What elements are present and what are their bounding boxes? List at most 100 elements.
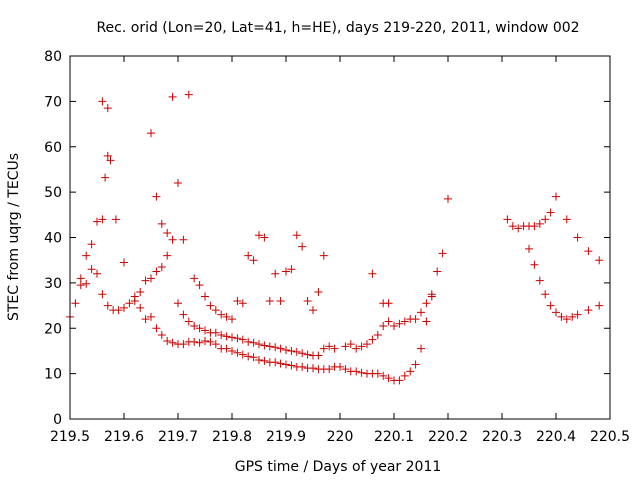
y-tick-label: 0	[53, 412, 62, 428]
data-point	[152, 192, 161, 201]
data-point	[238, 299, 247, 308]
data-point	[195, 338, 204, 347]
data-point	[255, 231, 263, 240]
data-point	[357, 342, 366, 351]
data-point	[287, 265, 296, 274]
data-point	[595, 256, 604, 265]
data-point	[282, 267, 290, 276]
data-point	[298, 349, 307, 358]
x-tick-label: 220.5	[590, 429, 630, 445]
data-point	[82, 279, 91, 288]
data-point	[87, 240, 96, 249]
data-point	[260, 233, 269, 242]
y-tick-label: 40	[44, 231, 62, 247]
data-point	[147, 274, 155, 283]
data-point	[76, 274, 85, 283]
data-point	[174, 299, 182, 308]
y-axis-label: STEC from uqrg / TECUs	[6, 153, 22, 321]
data-point	[211, 306, 220, 315]
data-point	[271, 358, 280, 367]
data-point	[201, 336, 209, 345]
data-point	[535, 219, 544, 228]
data-point	[222, 312, 231, 321]
data-point	[238, 350, 247, 359]
chart-title: Rec. orid (Lon=20, Lat=41, h=HE), days 2…	[96, 20, 579, 36]
data-point	[384, 299, 393, 308]
data-point	[201, 292, 209, 301]
data-point	[87, 265, 96, 274]
data-point	[541, 290, 550, 299]
data-point	[179, 340, 188, 349]
data-point	[201, 326, 209, 335]
data-point	[276, 297, 285, 306]
data-point	[163, 228, 172, 237]
data-point	[211, 328, 220, 337]
data-point	[336, 362, 344, 371]
data-point	[325, 365, 334, 374]
data-point	[417, 344, 425, 353]
data-point	[341, 342, 350, 351]
data-point	[147, 129, 155, 138]
data-point	[174, 179, 182, 188]
data-point	[298, 242, 307, 251]
data-point	[157, 219, 166, 228]
data-point	[373, 369, 382, 378]
data-point	[233, 348, 242, 357]
data-point	[228, 315, 236, 324]
data-point	[101, 173, 110, 182]
data-point	[422, 299, 431, 308]
data-point	[314, 351, 323, 360]
data-point	[319, 251, 328, 260]
data-point	[157, 262, 166, 271]
data-point	[163, 336, 172, 345]
data-point	[314, 287, 323, 296]
data-point	[147, 312, 155, 321]
data-point	[303, 350, 312, 359]
data-point	[106, 156, 115, 165]
points	[66, 90, 604, 385]
data-point	[265, 342, 274, 351]
data-point	[525, 244, 533, 253]
data-point	[217, 310, 226, 319]
data-point	[319, 344, 328, 353]
data-point	[82, 251, 91, 260]
data-point	[557, 312, 566, 321]
data-point	[260, 341, 269, 350]
data-point	[411, 315, 420, 324]
data-point	[163, 251, 172, 260]
data-point	[249, 256, 258, 265]
data-point	[103, 301, 112, 310]
data-point	[190, 337, 199, 346]
data-point	[357, 368, 366, 377]
y-tick-label: 70	[44, 94, 62, 110]
data-point	[98, 97, 107, 106]
data-point	[195, 324, 204, 333]
data-point	[433, 267, 442, 276]
x-tick-label: 220.2	[428, 429, 468, 445]
data-point	[400, 317, 409, 326]
data-point	[298, 362, 307, 371]
data-point	[238, 335, 247, 344]
data-point	[93, 217, 101, 226]
data-point	[141, 315, 150, 324]
data-point	[422, 317, 431, 326]
data-point	[346, 340, 355, 349]
data-point	[573, 233, 582, 242]
x-tick-label: 220.3	[482, 429, 522, 445]
data-point	[417, 308, 425, 317]
data-point	[595, 301, 604, 310]
data-point	[373, 331, 382, 340]
data-point	[184, 90, 193, 99]
data-point	[255, 356, 263, 365]
data-point	[184, 317, 193, 326]
data-point	[265, 297, 274, 306]
data-point	[276, 344, 285, 353]
data-point	[120, 303, 128, 312]
data-point	[352, 367, 361, 376]
data-point	[287, 346, 296, 355]
x-ticks: 219.5 219.6 219.7 219.8 219.9 220 220.1 220.2 22…	[50, 56, 630, 445]
data-point	[568, 312, 577, 321]
data-point	[400, 371, 409, 380]
plot-frame	[69, 55, 611, 420]
data-point	[292, 347, 301, 356]
